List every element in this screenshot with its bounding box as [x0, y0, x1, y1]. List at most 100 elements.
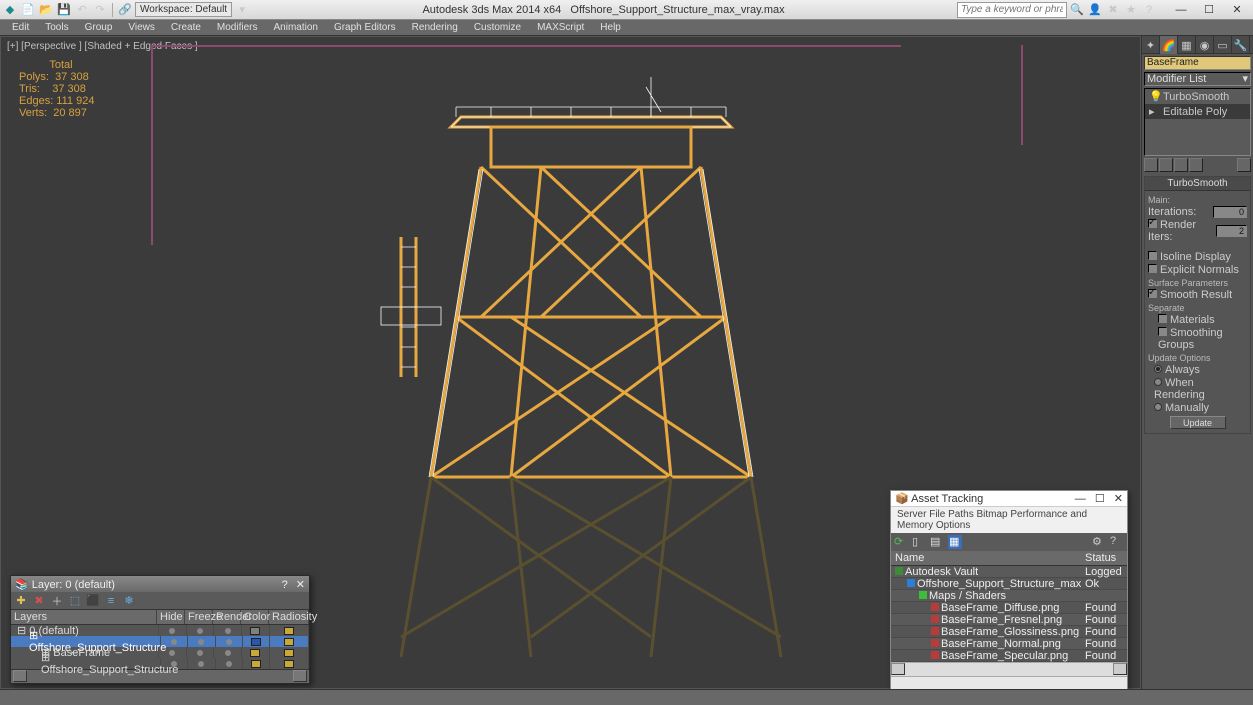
open-icon[interactable]: 📂 — [38, 2, 54, 18]
motion-tab[interactable]: ◉ — [1196, 36, 1214, 54]
asset-menu-bar[interactable]: Server File Paths Bitmap Performance and… — [891, 507, 1127, 533]
favorites-icon[interactable]: ★ — [1123, 2, 1139, 18]
workspace-dropdown-icon[interactable]: ▾ — [234, 2, 250, 18]
show-end-result-button[interactable] — [1159, 158, 1173, 172]
pin-stack-button[interactable] — [1144, 158, 1158, 172]
menu-views[interactable]: Views — [120, 20, 163, 36]
new-icon[interactable]: 📄 — [20, 2, 36, 18]
modify-tab[interactable]: 🌈 — [1160, 36, 1178, 54]
menu-rendering[interactable]: Rendering — [404, 20, 466, 36]
menu-tools[interactable]: Tools — [37, 20, 76, 36]
render-iters-spinner[interactable]: 2 — [1216, 225, 1247, 237]
asset-resize-grip[interactable] — [891, 676, 1127, 690]
modifier-editable-poly[interactable]: ▸Editable Poly — [1145, 104, 1250, 119]
configure-sets-button[interactable] — [1237, 158, 1251, 172]
add-to-layer-icon[interactable]: ＋ — [50, 594, 64, 608]
col-layers[interactable]: Layers — [11, 610, 157, 624]
exchange-icon[interactable]: ✖ — [1105, 2, 1121, 18]
layer-close-icon[interactable]: ✕ — [296, 579, 305, 591]
make-unique-button[interactable] — [1174, 158, 1188, 172]
col-hide[interactable]: Hide — [157, 610, 185, 624]
modifier-list-dropdown[interactable]: Modifier List▾ — [1144, 72, 1251, 86]
scroll-right-icon[interactable] — [293, 670, 307, 682]
object-name-field[interactable]: BaseFrame — [1144, 56, 1251, 70]
isoline-checkbox[interactable] — [1148, 251, 1157, 260]
help2-icon[interactable]: ? — [1110, 535, 1124, 549]
modifier-turbosmooth[interactable]: 💡TurboSmooth — [1145, 89, 1250, 104]
hide-layer-icon[interactable]: ≡ — [104, 594, 118, 608]
maximize-button[interactable]: ☐ — [1195, 1, 1223, 19]
menu-maxscript[interactable]: MAXScript — [529, 20, 592, 36]
highlight-layer-icon[interactable]: ⬛ — [86, 594, 100, 608]
col-freeze[interactable]: Freeze — [185, 610, 213, 624]
signin-icon[interactable]: 👤 — [1087, 2, 1103, 18]
col-radiosity[interactable]: Radiosity — [269, 610, 309, 624]
help-search-input[interactable] — [957, 2, 1067, 18]
menu-graph-editors[interactable]: Graph Editors — [326, 20, 404, 36]
asset-row[interactable]: Maps / Shaders — [891, 590, 1127, 602]
minimize-button[interactable]: — — [1167, 1, 1195, 19]
asset-dialog-titlebar[interactable]: 📦 Asset Tracking — ☐ ✕ — [891, 491, 1127, 507]
materials-checkbox[interactable] — [1158, 314, 1167, 323]
list-icon[interactable]: ▦ — [948, 535, 962, 549]
asset-row[interactable]: BaseFrame_Diffuse.pngFound — [891, 602, 1127, 614]
update-radio-always[interactable] — [1154, 365, 1162, 373]
smooth-result-checkbox[interactable] — [1148, 289, 1157, 298]
asset-row[interactable]: Autodesk VaultLogged ( — [891, 566, 1127, 578]
asset-maximize-icon[interactable]: ☐ — [1095, 493, 1105, 505]
col-render[interactable]: Render — [213, 610, 241, 624]
layer-row[interactable]: ⊞ Offshore_Support_Structure — [11, 658, 309, 669]
asset-row[interactable]: Offshore_Support_Structure_max_vray.maxO… — [891, 578, 1127, 590]
infocenter-icon[interactable]: 🔍 — [1069, 2, 1085, 18]
app-icon[interactable]: ◆ — [2, 2, 18, 18]
menu-help[interactable]: Help — [592, 20, 629, 36]
rollout-header[interactable]: TurboSmooth — [1145, 177, 1250, 191]
update-button[interactable]: Update — [1170, 416, 1226, 429]
update-radio-manually[interactable] — [1154, 403, 1162, 411]
menu-modifiers[interactable]: Modifiers — [209, 20, 266, 36]
asset-minimize-icon[interactable]: — — [1075, 493, 1086, 505]
asset-col-name[interactable]: Name — [891, 551, 1081, 565]
tree-icon[interactable]: ▤ — [930, 535, 944, 549]
menu-create[interactable]: Create — [163, 20, 209, 36]
save-icon[interactable]: 💾 — [56, 2, 72, 18]
layer-dialog-titlebar[interactable]: 📚 Layer: 0 (default) ?✕ — [11, 576, 309, 592]
redo-icon[interactable]: ↷ — [92, 2, 108, 18]
asset-row[interactable]: BaseFrame_Glossiness.pngFound — [891, 626, 1127, 638]
refresh-icon[interactable]: ⟳ — [894, 535, 908, 549]
link-icon[interactable]: 🔗 — [117, 2, 133, 18]
menu-group[interactable]: Group — [77, 20, 121, 36]
utilities-tab[interactable]: 🔧 — [1232, 36, 1250, 54]
col-color[interactable]: Color — [241, 610, 269, 624]
delete-layer-icon[interactable]: ✖ — [32, 594, 46, 608]
modifier-stack[interactable]: 💡TurboSmooth▸Editable Poly — [1144, 88, 1251, 156]
layer-manager-dialog[interactable]: 📚 Layer: 0 (default) ?✕ ✚ ✖ ＋ ⬚ ⬛ ≡ ❄ La… — [10, 575, 310, 684]
select-layer-icon[interactable]: ⬚ — [68, 594, 82, 608]
hierarchy-tab[interactable]: ▦ — [1178, 36, 1196, 54]
freeze-layer-icon[interactable]: ❄ — [122, 594, 136, 608]
page-icon[interactable]: ▯ — [912, 535, 926, 549]
options-icon[interactable]: ⚙ — [1092, 535, 1106, 549]
display-tab[interactable]: ▭ — [1214, 36, 1232, 54]
asset-col-status[interactable]: Status — [1081, 551, 1123, 565]
workspace-selector[interactable]: Workspace: Default — [135, 2, 232, 17]
menu-animation[interactable]: Animation — [265, 20, 325, 36]
asset-row[interactable]: BaseFrame_Normal.pngFound — [891, 638, 1127, 650]
new-layer-icon[interactable]: ✚ — [14, 594, 28, 608]
help-icon[interactable]: ? — [1141, 2, 1157, 18]
update-radio-when-rendering[interactable] — [1154, 378, 1162, 386]
undo-icon[interactable]: ↶ — [74, 2, 90, 18]
scroll-left-icon[interactable] — [13, 670, 27, 682]
asset-close-icon[interactable]: ✕ — [1114, 493, 1123, 505]
explicit-normals-checkbox[interactable] — [1148, 264, 1157, 273]
menu-edit[interactable]: Edit — [4, 20, 37, 36]
asset-tracking-dialog[interactable]: 📦 Asset Tracking — ☐ ✕ Server File Paths… — [890, 490, 1128, 691]
asset-h-scrollbar[interactable] — [891, 662, 1127, 676]
render-iters-checkbox[interactable] — [1148, 219, 1157, 228]
menu-customize[interactable]: Customize — [466, 20, 529, 36]
asset-row[interactable]: BaseFrame_Specular.pngFound — [891, 650, 1127, 662]
iterations-spinner[interactable]: 0 — [1213, 206, 1247, 218]
create-tab[interactable]: ✦ — [1142, 36, 1160, 54]
layer-help-icon[interactable]: ? — [282, 579, 288, 591]
asset-row[interactable]: BaseFrame_Fresnel.pngFound — [891, 614, 1127, 626]
